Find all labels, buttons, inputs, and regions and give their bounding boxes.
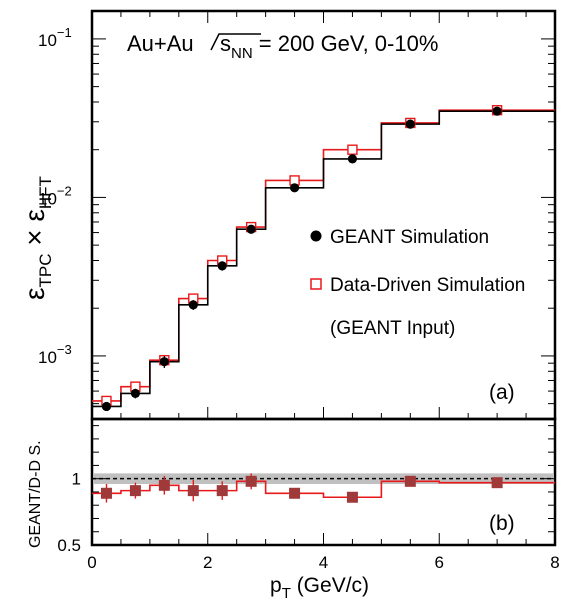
ratio-point: [100, 487, 112, 499]
geant-point: [159, 357, 169, 367]
geant-point: [217, 261, 227, 271]
legend-label-data-driven: Data-Driven Simulation: [330, 275, 525, 296]
y-tick-exponent: −1: [57, 25, 72, 40]
geant-step-line: [92, 110, 555, 408]
y-tick-exponent: −2: [57, 183, 72, 198]
geant-point: [188, 300, 198, 310]
x-tick-label: 8: [550, 553, 559, 572]
ratio-point: [491, 477, 503, 489]
x-tick-label: 6: [435, 553, 444, 572]
geant-point: [101, 401, 112, 412]
title-energy: sNN = 200 GeV, 0-10%: [220, 31, 438, 62]
ratio-point: [158, 479, 170, 491]
legend-marker-data-driven: [310, 278, 322, 290]
y-tick-label: 10−3: [38, 342, 72, 367]
chart-title: Au+Au: [127, 31, 194, 56]
panel-b-ylabel: GEANT/D-D S.: [27, 440, 44, 548]
title-sqrt-sign: [210, 33, 261, 51]
ratio-point: [404, 475, 416, 487]
ratio-point: [346, 491, 358, 503]
x-tick-label: 4: [319, 553, 328, 572]
panel-a-label: (a): [489, 381, 515, 404]
geant-point: [246, 224, 256, 234]
legend-marker-geant: [310, 230, 322, 242]
x-axis-label: pT (GeV/c): [270, 574, 369, 600]
y-tick-label: 10−1: [38, 25, 72, 50]
ratio-point: [216, 485, 228, 497]
legend-label-geant: GEANT Simulation: [330, 227, 489, 248]
ratio-point: [245, 475, 257, 487]
geant-point: [405, 119, 415, 129]
panel-b-plot-area: [92, 473, 555, 503]
legend-note: (GEANT Input): [330, 318, 455, 339]
data-driven-point: [347, 144, 358, 155]
geant-point: [289, 183, 300, 193]
panel-a-plot-area: [92, 105, 555, 412]
x-tick-label: 0: [87, 553, 96, 572]
ratio-step-line: [92, 480, 555, 499]
ratio-y-tick-label: 1: [72, 470, 81, 489]
panel-b-label: (b): [489, 512, 515, 535]
y-tick-exponent: −3: [57, 342, 72, 357]
ratio-point: [129, 485, 141, 497]
panel-a-ylabel: εTPC × εHFT: [19, 176, 55, 300]
geant-point: [492, 106, 502, 116]
ratio-point: [187, 485, 199, 497]
ratio-y-tick-label: 0.5: [57, 536, 81, 555]
geant-point: [130, 388, 141, 399]
x-tick-label: 2: [203, 553, 212, 572]
ratio-point: [289, 487, 301, 499]
axis-ticks: 0 2 4 6 810−110−210−30.51: [38, 11, 560, 572]
title-system: Au+Au: [127, 31, 194, 56]
geant-point: [347, 154, 358, 164]
